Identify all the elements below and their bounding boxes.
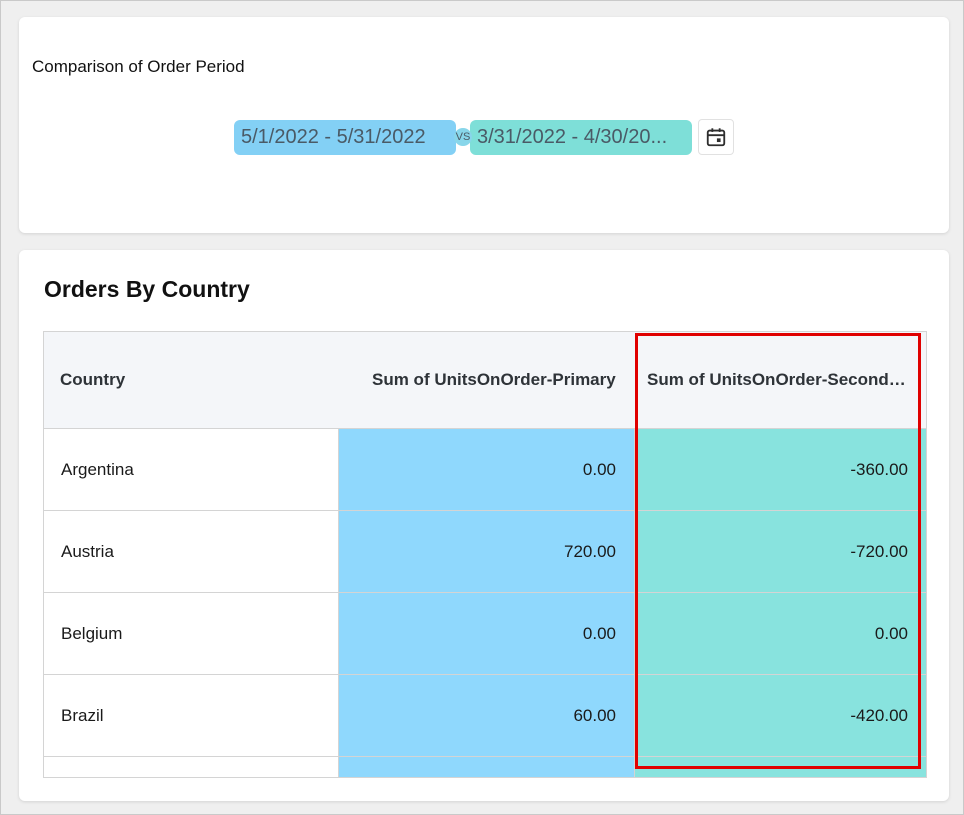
column-divider [634,429,635,777]
country-cell: Belgium [61,624,123,643]
table-row[interactable]: Belgium 0.00 0.00 [44,593,926,675]
calendar-button[interactable] [698,119,734,155]
table-row[interactable]: Austria 720.00 -720.00 [44,511,926,593]
primary-value-cell: 60.00 [573,706,616,725]
grid-header: Country Sum of UnitsOnOrder-Primary Sum … [44,332,926,429]
secondary-value-cell: -360.00 [850,460,908,479]
secondary-value-cell: -420.00 [850,706,908,725]
primary-column-background [338,429,634,777]
secondary-period-chip[interactable]: 3/31/2022 - 4/30/20... [470,119,692,155]
primary-value-cell: 720.00 [564,542,616,561]
order-period-title: Comparison of Order Period [32,57,245,76]
country-cell: Austria [61,542,114,561]
period-selector: 5/1/2022 - 5/31/2022 VS 3/31/2022 - 4/30… [234,119,734,155]
table-row[interactable]: Argentina 0.00 -360.00 [44,429,926,511]
secondary-value-cell: 0.00 [874,624,908,643]
primary-value-cell: 0.00 [582,460,616,479]
column-header-primary[interactable]: Sum of UnitsOnOrder-Primary [338,332,628,428]
country-cell: Brazil [61,706,104,725]
vs-badge: VS [454,128,472,146]
column-header-secondary[interactable]: Sum of UnitsOnOrder-Seconda... [647,370,911,389]
country-cell: Argentina [61,460,134,479]
orders-grid: Country Sum of UnitsOnOrder-Primary Sum … [43,331,927,778]
column-divider [338,429,339,777]
orders-by-country-title: Orders By Country [44,276,250,302]
primary-period-chip[interactable]: 5/1/2022 - 5/31/2022 [234,119,456,155]
order-period-card: Comparison of Order Period 5/1/2022 - 5/… [19,17,949,233]
column-header-country[interactable]: Country [60,370,126,389]
calendar-icon [706,128,726,147]
orders-by-country-card: Orders By Country Country Sum of UnitsOn… [19,250,949,801]
column-header-primary-label: Sum of UnitsOnOrder-Primary [372,370,616,389]
primary-value-cell: 0.00 [582,624,616,643]
table-row[interactable]: Brazil 60.00 -420.00 [44,675,926,757]
secondary-value-cell: -720.00 [850,542,908,561]
secondary-column-background [634,429,926,777]
